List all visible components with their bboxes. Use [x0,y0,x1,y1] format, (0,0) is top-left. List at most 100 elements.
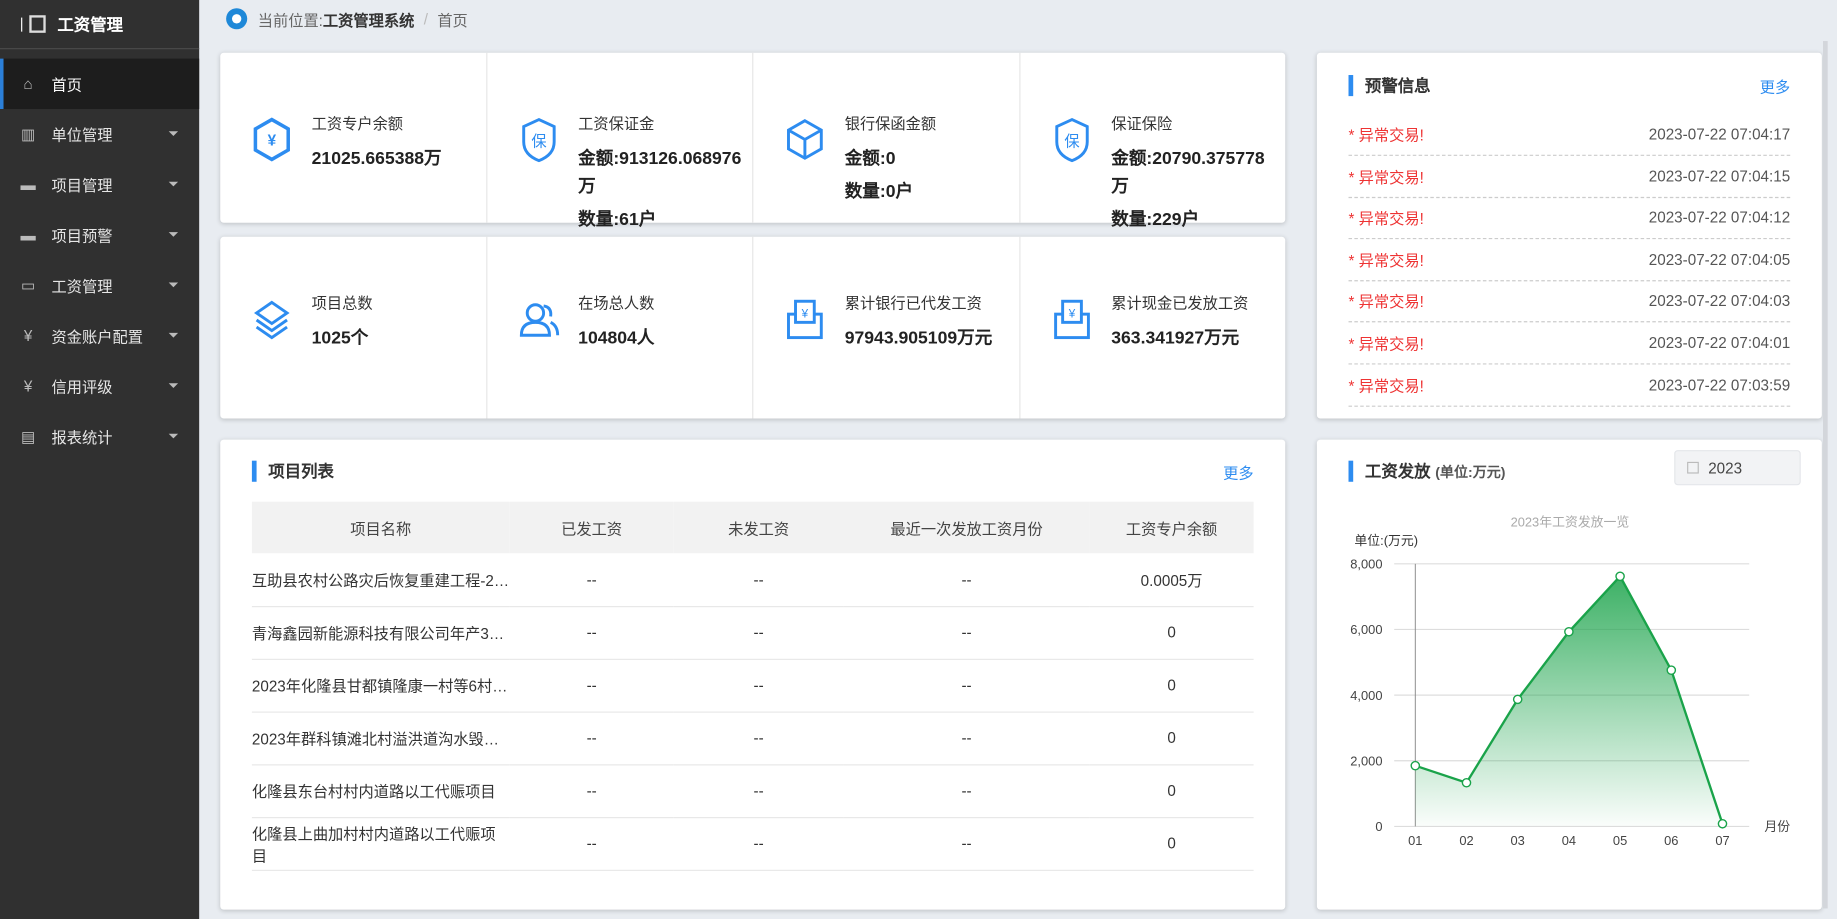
table-cell: 化隆县东台村村内道路以工代赈项目 [251,764,510,818]
table-cell: -- [843,553,1090,607]
data-point[interactable] [1564,626,1574,637]
warning-text: * 异常交易! [1348,168,1424,186]
table-cell: -- [673,817,844,871]
warning-item[interactable]: * 异常交易! 2023-07-22 07:04:15 [1348,155,1791,198]
y-tick-label: 6,000 [1350,622,1382,637]
table-row[interactable]: 化隆县东台村村内道路以工代赈项目 -- -- -- 0 [251,764,1254,818]
sidebar: 工资管理 ⌂ 首页 ▥ 单位管理 ▬ 项目管理 ▬ 项目预警 ▭ 工资管理 ¥ 资金账户配置 ¥ 信用评级… [0,0,200,919]
table-cell: -- [673,764,844,818]
x-axis-label: 月份 [1764,819,1790,834]
wage-chart-panel: 工资发放 (单位:万元) 2023 2023年工资发放一览单位:(万元) 月份 0 2,… [1316,439,1822,910]
data-point[interactable] [1461,777,1472,788]
table-cell: 2023年化隆县甘都镇隆康一村等6村… [251,658,510,713]
y-tick-label: 2,000 [1350,753,1382,768]
table-cell: -- [843,764,1090,818]
stats-row-2: 项目总数 1025个 在场总人数 104804人 ¥ 累计银行已代发工资 97943.905… [220,236,1286,419]
table-cell: 0 [1089,711,1254,765]
stat-value: 数量:229户 [1111,209,1200,230]
stat-label: 工资保证金 [578,114,655,133]
chart-title: 2023年工资发放一览 [1511,514,1630,529]
warning-text: * 异常交易! [1348,126,1424,145]
y-tick-label: 4,000 [1350,688,1382,703]
location-pin-icon [226,8,248,30]
y-tick-label: 0 [1375,819,1382,834]
wallet-icon: ▭ [20,276,36,294]
wage-chart-unit: (单位:万元) [1435,463,1506,481]
sidebar-item-1[interactable]: ▥ 单位管理 [0,109,199,159]
warning-item[interactable]: * 异常交易! 2023-07-22 07:04:12 [1348,197,1791,240]
table-row[interactable]: 2023年化隆县甘都镇隆康一村等6村… -- -- -- 0 [251,658,1254,713]
calendar-icon [1687,461,1699,474]
svg-text:保: 保 [1064,134,1079,151]
sidebar-item-0[interactable]: ⌂ 首页 [0,58,200,110]
sidebar-item-3[interactable]: ▬ 项目预警 [0,210,199,260]
table-cell: 0 [1089,817,1254,871]
warning-panel: 预警信息 更多 * 异常交易! 2023-07-22 07:04:17 * 异常交易… [1316,52,1822,419]
year-picker[interactable]: 2023 [1674,450,1801,486]
x-tick-label: 05 [1613,833,1627,848]
svg-text:¥: ¥ [1067,308,1075,321]
stat-label: 累计现金已发放工资 [1111,294,1249,312]
warning-text: * 异常交易! [1348,293,1424,312]
table-cell: -- [509,658,674,713]
data-point[interactable] [1717,818,1728,829]
table-cell: -- [509,817,674,871]
data-point[interactable] [1512,694,1523,705]
warning-item[interactable]: * 异常交易! 2023-07-22 07:03:59 [1348,364,1791,407]
wage-chart-title: 工资发放 (单位:万元) [1349,460,1506,483]
table-cell: 互助县农村公路灾后恢复重建工程-2… [251,553,510,607]
table-cell: 0.0005万 [1089,553,1254,607]
table-row[interactable]: 2023年群科镇滩北村溢洪道沟水毁… -- -- -- 0 [251,711,1254,765]
sidebar-item-label: 工资管理 [51,277,113,296]
warning-item[interactable]: * 异常交易! 2023-07-22 07:04:17 [1348,114,1791,156]
svg-text:¥: ¥ [801,308,809,321]
table-cell: -- [673,553,844,607]
table-row[interactable]: 互助县农村公路灾后恢复重建工程-2… -- -- -- 0.0005万 [251,553,1254,607]
sidebar-item-7[interactable]: ▤ 报表统计 [0,411,199,461]
sidebar-item-5[interactable]: ¥ 资金账户配置 [0,311,199,361]
payslip-icon: ¥ [1050,295,1092,342]
chevron-down-icon [168,332,179,338]
data-point[interactable] [1615,571,1625,582]
stat-card: ¥ 累计现金已发放工资 363.341927万元 [1020,237,1285,419]
x-tick-label: 04 [1562,833,1576,848]
table-cell: -- [843,711,1090,765]
column-header: 最近一次发放工资月份 [843,501,1090,554]
warning-item[interactable]: * 异常交易! 2023-07-22 07:04:05 [1348,239,1791,282]
stat-value: 金额:20790.375778万 [1111,148,1265,197]
x-tick-label: 03 [1511,833,1525,848]
data-point[interactable] [1666,665,1677,675]
table-row[interactable]: 化隆县上曲加村村内道路以工代赈项目 -- -- -- 0 [251,817,1254,871]
page-scrollbar[interactable] [1823,41,1828,909]
breadcrumb: 当前位置: 工资管理系统 / 首页 [226,7,468,30]
warning-time: 2023-07-22 07:04:15 [1648,167,1791,185]
table-cell: 2023年群科镇滩北村溢洪道沟水毁… [251,711,510,765]
sidebar-item-label: 项目管理 [51,177,113,195]
yen-icon: ¥ [23,377,33,396]
table-cell: -- [509,553,674,607]
clipboard-icon: ▤ [20,427,36,445]
y-tick-label: 8,000 [1350,557,1382,572]
sidebar-item-2[interactable]: ▬ 项目管理 [0,159,199,209]
table-row[interactable]: 青海鑫园新能源科技有限公司年产3… -- -- -- 0 [251,606,1254,660]
stat-label: 累计银行已代发工资 [844,294,982,312]
stat-card: 保 工资保证金 金额:913126.068976万 数量:61户 [487,52,754,230]
breadcrumb-system[interactable]: 工资管理系统 [322,11,415,29]
folder-icon: ▬ [20,175,36,194]
warning-item[interactable]: * 异常交易! 2023-07-22 07:04:01 [1348,322,1791,365]
sidebar-item-6[interactable]: ¥ 信用评级 [0,361,199,411]
app-title: 工资管理 [57,14,124,34]
data-point[interactable] [1410,760,1421,771]
sidebar-item-4[interactable]: ▭ 工资管理 [0,260,199,310]
stat-value: 104804人 [578,328,655,349]
project-list-title: 项目列表 [252,460,334,483]
stat-label: 银行保函金额 [844,114,937,133]
y-axis-label: 单位:(万元) [1354,533,1418,548]
x-tick-label: 01 [1408,833,1422,848]
stat-value: 数量:61户 [578,209,657,230]
warning-item[interactable]: * 异常交易! 2023-07-22 07:04:03 [1348,281,1791,323]
warning-more-link[interactable]: 更多 [1759,78,1791,97]
warning-text: * 异常交易! [1348,376,1424,395]
project-more-link[interactable]: 更多 [1223,464,1254,482]
